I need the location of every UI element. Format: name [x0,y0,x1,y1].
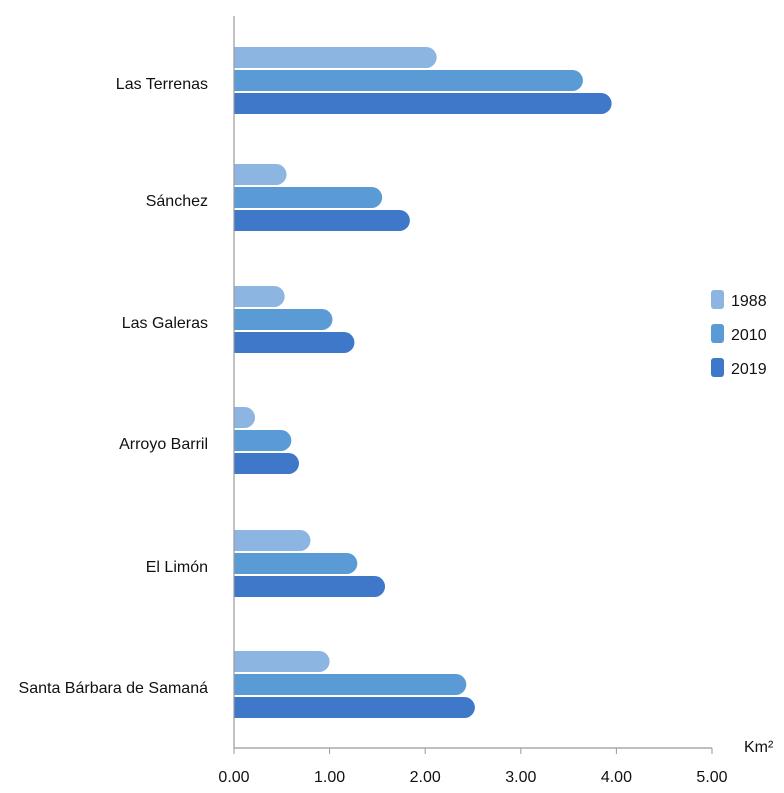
x-tick-label-4: 4.00 [601,769,632,786]
bar-las-galeras-2010 [234,309,333,330]
bar-las-terrenas-2019 [234,93,612,114]
legend-swatch-1988 [711,290,724,309]
legend-swatch-2010 [711,324,724,343]
legend-label-2019: 2019 [731,361,767,378]
category-labels-group: Las Terrenas Sánchez Las Galeras Arroyo Bar… [19,76,209,697]
category-label-las-terrenas: Las Terrenas [116,76,208,93]
bar-santa-barbara-de-samana-2019 [234,697,475,718]
x-tick-label-0: 0.00 [218,769,249,786]
x-ticks-group: 0.00 1.00 2.00 3.00 4.00 5.00 [218,748,728,786]
bar-arroyo-barril-2010 [234,430,292,451]
category-label-sanchez: Sánchez [146,193,208,210]
bar-las-terrenas-2010 [234,70,583,91]
bar-arroyo-barril-2019 [234,453,300,474]
category-label-santa-barbara-de-samana: Santa Bárbara de Samaná [19,680,209,697]
legend-label-1988: 1988 [731,293,767,310]
bar-santa-barbara-de-samana-2010 [234,674,467,695]
category-label-el-limon: El Limón [146,559,208,576]
legend-swatch-2019 [711,358,724,377]
bar-el-limon-2010 [234,553,358,574]
legend-label-2010: 2010 [731,327,767,344]
bar-sanchez-2019 [234,210,410,231]
legend: 1988 2010 2019 [711,290,767,378]
bar-el-limon-2019 [234,576,386,597]
bar-las-galeras-2019 [234,332,355,353]
bar-arroyo-barril-1988 [234,407,256,428]
bar-sanchez-1988 [234,164,287,185]
bar-el-limon-1988 [234,530,311,551]
bar-sanchez-2010 [234,187,383,208]
bar-las-galeras-1988 [234,286,285,307]
bars-group [234,47,612,718]
bar-las-terrenas-1988 [234,47,437,68]
category-label-arroyo-barril: Arroyo Barril [119,436,208,453]
x-tick-label-1: 1.00 [314,769,345,786]
bar-santa-barbara-de-samana-1988 [234,651,330,672]
category-label-las-galeras: Las Galeras [122,315,208,332]
x-tick-label-5: 5.00 [696,769,727,786]
x-tick-label-3: 3.00 [505,769,536,786]
x-unit-label: Km² [744,739,774,756]
x-tick-label-2: 2.00 [410,769,441,786]
